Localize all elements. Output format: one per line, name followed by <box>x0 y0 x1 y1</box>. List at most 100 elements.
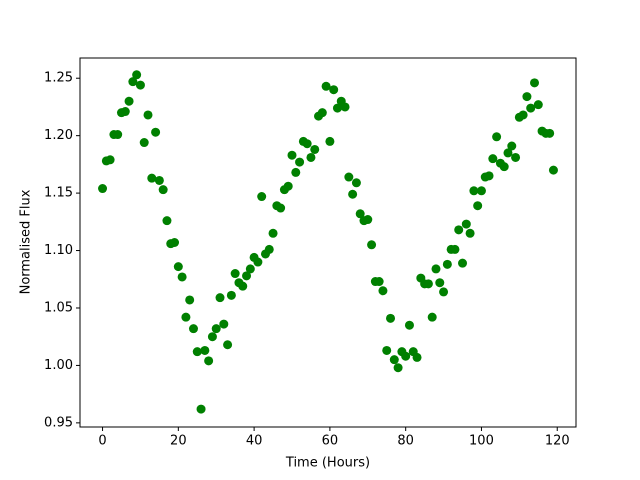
x-axis-label: Time (Hours) <box>285 456 370 471</box>
point <box>351 178 361 188</box>
point <box>185 295 195 305</box>
point <box>135 80 145 90</box>
point <box>507 141 517 151</box>
y-tick-label: 1.25 <box>44 71 73 86</box>
point <box>223 340 233 350</box>
point <box>128 77 138 87</box>
point <box>363 215 373 225</box>
point <box>435 278 445 288</box>
point <box>321 81 331 91</box>
point <box>162 216 172 226</box>
point <box>503 148 513 158</box>
point <box>219 319 229 329</box>
point <box>310 144 320 154</box>
point <box>204 356 214 366</box>
point <box>177 272 187 282</box>
point <box>548 165 558 175</box>
x-tick-label: 0 <box>98 434 106 449</box>
y-tick-label: 1.00 <box>44 358 73 373</box>
point <box>511 152 521 162</box>
point <box>488 154 498 164</box>
point <box>427 312 437 322</box>
point <box>522 92 532 102</box>
point <box>454 225 464 235</box>
point <box>545 128 555 138</box>
point <box>476 186 486 196</box>
point <box>423 279 433 289</box>
point <box>181 312 191 322</box>
point <box>348 189 358 199</box>
point <box>317 108 327 118</box>
point <box>287 150 297 160</box>
point <box>492 132 502 142</box>
point <box>188 324 198 334</box>
point <box>458 258 468 268</box>
point <box>242 271 252 281</box>
point <box>283 181 293 191</box>
point <box>211 324 221 334</box>
point <box>355 209 365 219</box>
point <box>105 155 115 165</box>
point <box>151 127 161 137</box>
point <box>404 320 414 330</box>
point <box>139 138 149 148</box>
point <box>469 186 479 196</box>
x-tick-label: 80 <box>397 434 414 449</box>
point <box>382 345 392 355</box>
point <box>143 110 153 120</box>
point <box>257 192 267 202</box>
point <box>465 228 475 238</box>
point <box>367 240 377 250</box>
x-tick-label: 60 <box>322 434 339 449</box>
y-tick-label: 1.05 <box>44 300 73 315</box>
x-tick-label: 120 <box>545 434 570 449</box>
point <box>431 264 441 274</box>
point <box>526 103 536 113</box>
x-tick-label: 100 <box>469 434 494 449</box>
point <box>200 345 210 355</box>
point <box>378 286 388 296</box>
point <box>386 313 396 323</box>
y-tick-label: 0.95 <box>44 415 73 430</box>
point <box>196 404 206 414</box>
point <box>439 287 449 297</box>
point <box>461 219 471 229</box>
point <box>393 363 403 373</box>
point <box>226 290 236 300</box>
point <box>306 152 316 162</box>
point <box>412 352 422 362</box>
point <box>268 228 278 238</box>
point <box>340 102 350 112</box>
point <box>245 264 255 274</box>
point <box>113 130 123 140</box>
point <box>442 259 452 269</box>
point <box>484 171 494 181</box>
point <box>207 332 217 342</box>
point <box>530 78 540 88</box>
point <box>158 185 168 195</box>
point <box>147 173 157 183</box>
point <box>401 351 411 361</box>
point <box>120 107 130 117</box>
y-tick-label: 1.10 <box>44 243 73 258</box>
point <box>374 277 384 287</box>
point <box>344 172 354 182</box>
point <box>325 136 335 146</box>
point <box>473 201 483 211</box>
point <box>389 355 399 365</box>
point <box>154 175 164 185</box>
point <box>238 281 248 291</box>
x-tick-label: 20 <box>170 434 187 449</box>
point <box>192 347 202 357</box>
point <box>276 203 286 213</box>
point <box>173 262 183 272</box>
y-tick-label: 1.20 <box>44 128 73 143</box>
point <box>329 85 339 95</box>
point <box>291 167 301 177</box>
point <box>264 244 274 254</box>
point <box>499 162 509 172</box>
point <box>170 238 180 247</box>
point <box>450 244 460 254</box>
